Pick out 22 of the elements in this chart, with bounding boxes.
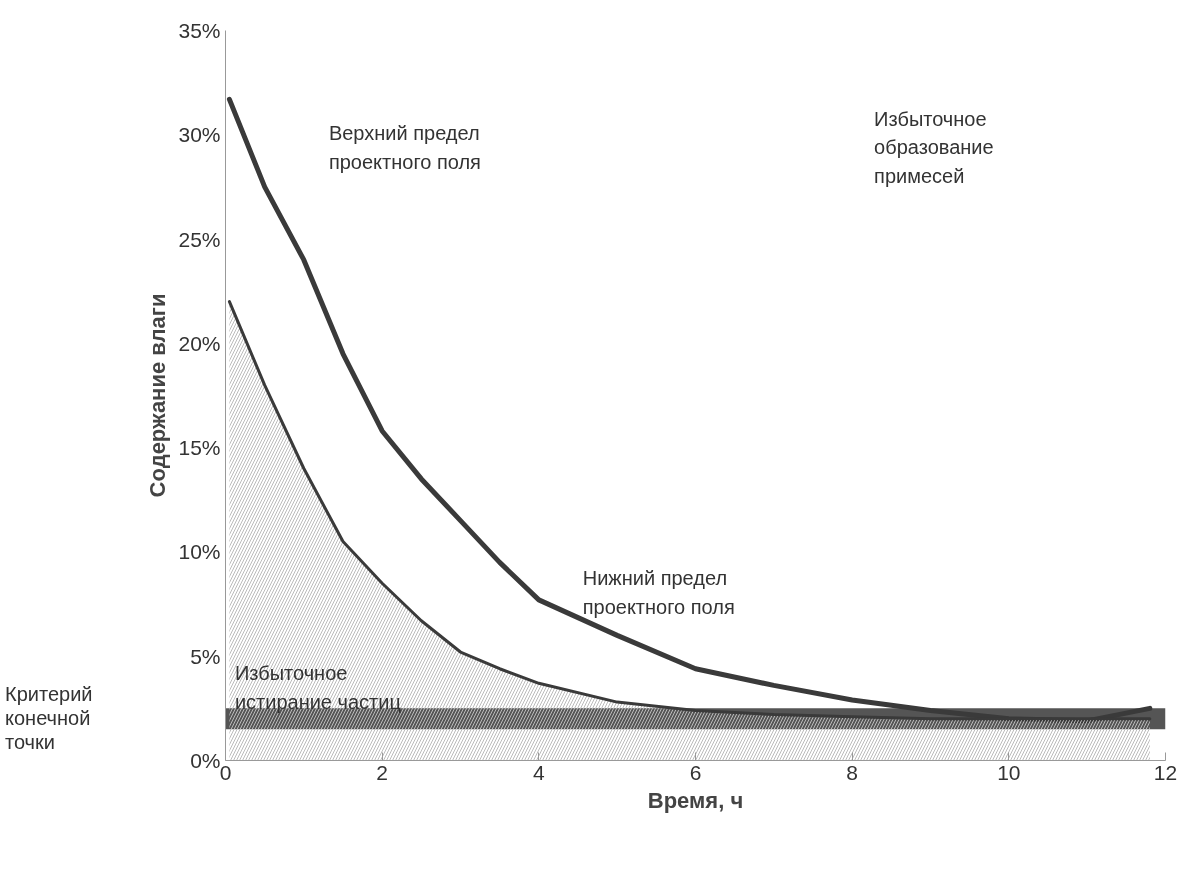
annotation: Избыточное образование примесей (874, 107, 994, 187)
y-axis-title: Содержание влаги (145, 293, 171, 498)
y-tick-label: 30% (178, 123, 221, 147)
y-tick-label: 35% (178, 19, 221, 42)
y-tick-label: 25% (178, 227, 221, 251)
x-tick-label: 12 (1153, 760, 1178, 784)
y-tick-label: 10% (178, 540, 221, 564)
y-tick-label: 20% (178, 331, 221, 355)
x-tick-label: 2 (376, 760, 389, 784)
annotation: Избыточное истирание частиц (234, 662, 401, 713)
y-tick-label: 5% (190, 644, 221, 668)
x-tick-label: 4 (532, 760, 545, 784)
x-axis-title: Время, ч (647, 787, 744, 813)
annotation: Верхний предел проектного поля (328, 122, 481, 173)
annotation: Нижний предел проектного поля (582, 567, 735, 618)
y-tick-label: 0% (190, 749, 221, 772)
x-tick-label: 8 (846, 760, 859, 784)
x-tick-label: 10 (997, 760, 1021, 784)
x-tick-label: 0 (219, 760, 232, 784)
band-label: Критерий конечной точки (5, 682, 93, 754)
x-tick-label: 6 (689, 760, 702, 784)
y-tick-label: 15% (178, 436, 221, 460)
